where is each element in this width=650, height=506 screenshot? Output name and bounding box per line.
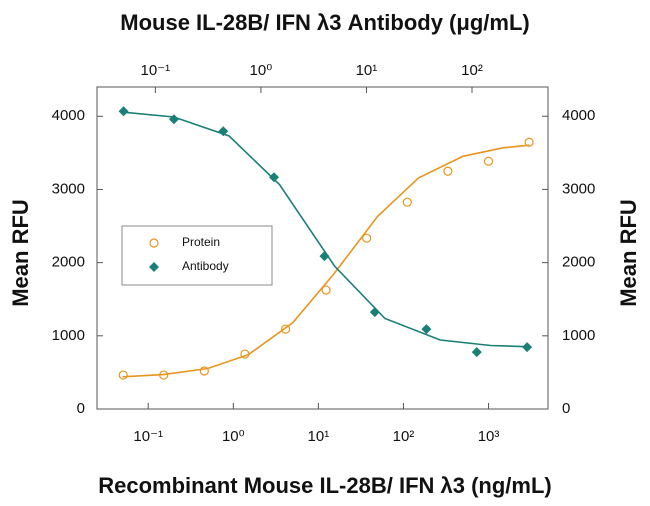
x2-tick-label: 10¹: [356, 62, 378, 79]
x2-tick-label: 10⁰: [250, 62, 273, 79]
y2-tick-label: 4000: [562, 107, 595, 124]
point: [281, 324, 291, 334]
legend-box: [121, 225, 273, 286]
x-tick-label: 10⁰: [222, 428, 245, 445]
point: [421, 324, 432, 335]
legend-label: Protein: [182, 235, 220, 249]
point: [483, 156, 494, 166]
y2-tick-label: 1000: [562, 327, 595, 344]
y2-axis-label: Mean RFU: [616, 199, 641, 307]
chart-title: Mouse IL-28B/ IFN λ3 Antibody (μg/mL): [120, 10, 529, 35]
point: [240, 349, 250, 359]
fit-curve: [122, 144, 530, 378]
point: [471, 347, 482, 358]
y2-tick-label: 3000: [562, 180, 595, 197]
x-tick-label: 10²: [393, 428, 415, 445]
legend-label: Antibody: [182, 259, 229, 273]
legend-marker: [149, 238, 159, 248]
point: [218, 126, 229, 137]
x-axis-label: Recombinant Mouse IL-28B/ IFN λ3 (ng/mL): [98, 473, 551, 498]
y-tick-label: 2000: [52, 254, 85, 271]
legend-marker: [149, 262, 159, 272]
point: [319, 251, 330, 262]
point: [321, 285, 331, 295]
x-tick-label: 10⁻¹: [133, 428, 163, 445]
x-tick-label: 10¹: [308, 428, 330, 445]
point: [522, 342, 533, 353]
y-tick-label: 3000: [52, 180, 85, 197]
point: [362, 233, 372, 243]
y2-tick-label: 0: [562, 400, 570, 417]
y-tick-label: 0: [77, 400, 85, 417]
plot-frame: [96, 86, 549, 410]
point: [443, 166, 453, 176]
x-tick-label: 10³: [478, 428, 500, 445]
point: [199, 366, 209, 376]
point: [369, 307, 380, 318]
point: [402, 197, 412, 207]
point: [168, 114, 179, 125]
point: [159, 370, 169, 380]
y2-tick-label: 2000: [562, 254, 595, 271]
x2-tick-label: 10²: [461, 62, 483, 79]
point: [118, 370, 128, 380]
y-tick-label: 4000: [52, 107, 85, 124]
fit-curve: [123, 111, 527, 348]
point: [118, 106, 129, 117]
point: [524, 137, 534, 147]
point: [268, 172, 279, 183]
y-tick-label: 1000: [52, 327, 85, 344]
x2-tick-label: 10⁻¹: [141, 62, 171, 79]
y-axis-label: Mean RFU: [8, 199, 33, 307]
